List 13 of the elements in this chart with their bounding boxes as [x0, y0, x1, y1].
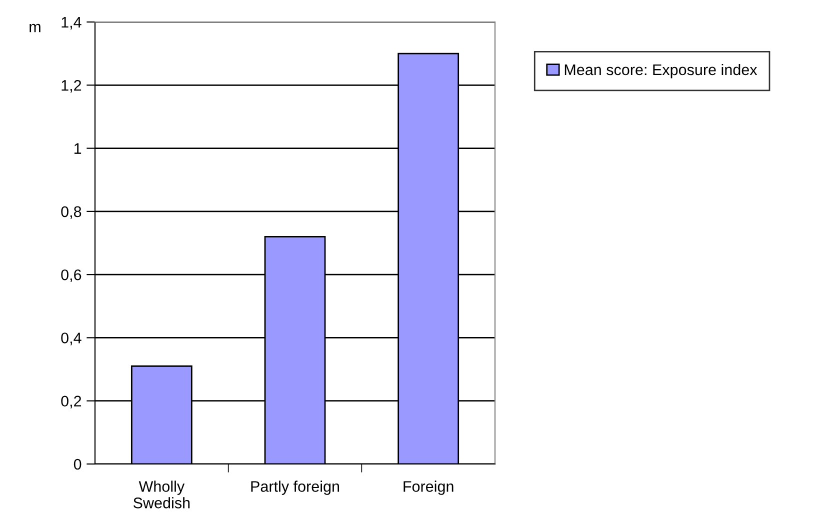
y-tick-label: 1 [74, 143, 82, 154]
y-tick-label: 0,8 [61, 206, 82, 219]
x-tick-label: Foreign [404, 480, 454, 495]
x-tick-label: Wholly Swedish [133, 480, 190, 508]
y-tick-label: 0,2 [61, 396, 82, 408]
y-tick-label: 0,4 [61, 332, 82, 346]
y-tick-label: 1,4 [62, 17, 82, 30]
y-tick-label: 1,2 [62, 80, 82, 93]
legend-label: Mean score: Exposure index [564, 64, 758, 78]
y-tick-label: 0 [74, 458, 82, 470]
y-tick-label: 0,6 [61, 269, 82, 282]
x-tick-label: Partly foreign [251, 480, 340, 495]
y-axis-title: m [30, 24, 40, 32]
